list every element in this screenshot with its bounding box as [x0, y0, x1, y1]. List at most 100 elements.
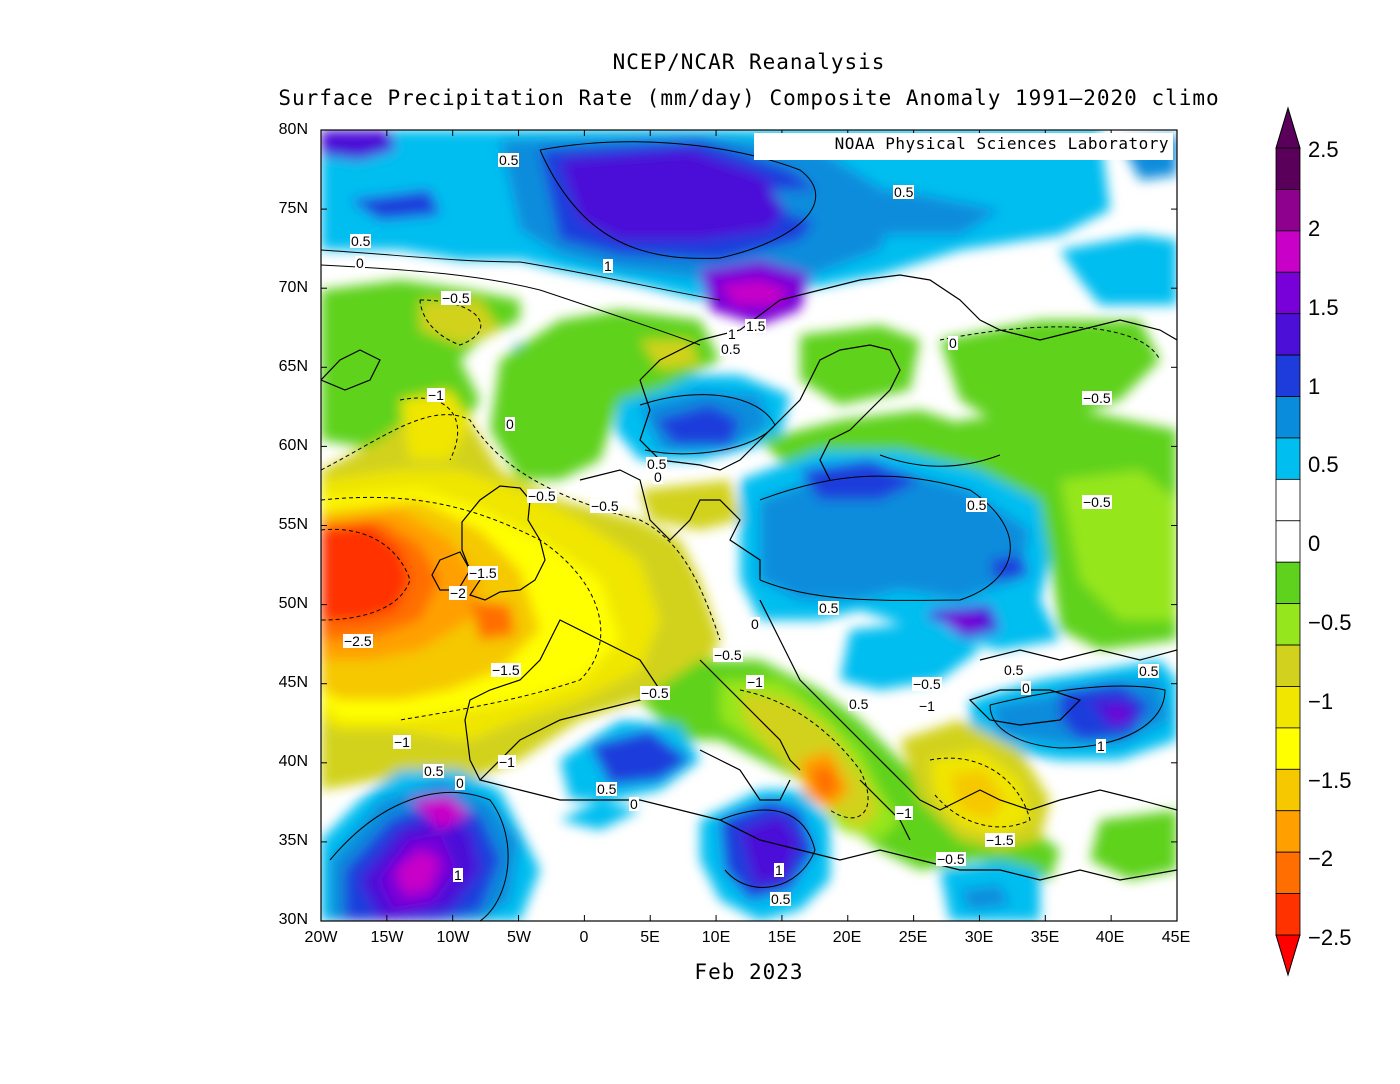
- colorbar-swatch: [1275, 810, 1301, 853]
- colorbar-label: −2.5: [1308, 925, 1352, 950]
- axis-ticks: [320, 129, 1178, 922]
- negative-contours: [321, 299, 1161, 828]
- colorbar-swatch: [1275, 851, 1301, 894]
- contour-label: −0.5: [912, 676, 942, 692]
- colorbar-swatch: [1275, 189, 1301, 232]
- lat-tick-label: 55N: [278, 516, 308, 533]
- colorbar-swatch: [1275, 147, 1301, 190]
- colorbar-label: 0.5: [1308, 452, 1339, 477]
- colorbar-swatch: [1275, 561, 1301, 605]
- colorbar-swatch: [1275, 396, 1301, 439]
- coastlines: [321, 274, 1177, 881]
- contour-label: −1: [746, 674, 764, 690]
- contour-label: 0.5: [498, 152, 520, 168]
- contour-label: −1.5: [491, 662, 521, 678]
- lon-tick-label: 5W: [507, 929, 531, 946]
- contour-label: 0.5: [893, 184, 915, 200]
- lon-tick-label: 15E: [767, 929, 797, 946]
- contour-label: −0.5: [441, 290, 471, 306]
- colorbar-swatch: [1275, 603, 1301, 646]
- colorbar-label: −2: [1308, 846, 1334, 871]
- contour-label: 1.5: [745, 318, 767, 334]
- contour-label: 0: [750, 616, 760, 632]
- lon-tick-label: 40E: [1095, 929, 1125, 946]
- lat-tick-label: 60N: [278, 437, 308, 454]
- contour-label: −0.5: [527, 488, 557, 504]
- colorbar-swatch: [1275, 313, 1301, 356]
- contour-label: −0.5: [936, 851, 966, 867]
- colorbar-swatch: [1275, 686, 1301, 729]
- contour-label: −1: [895, 805, 913, 821]
- colorbar-label: −0.5: [1308, 610, 1352, 635]
- colorbar-label: 1.5: [1308, 295, 1339, 320]
- colorbar-label: −1.5: [1308, 768, 1352, 793]
- colorbar-label: 2: [1308, 216, 1321, 241]
- colorbar-swatch: [1275, 478, 1301, 522]
- colorbar-swatch: [1275, 768, 1301, 812]
- lon-tick-label: 45E: [1161, 929, 1191, 946]
- contour-label: 0.5: [423, 763, 445, 779]
- colorbar-label: 2.5: [1308, 137, 1339, 162]
- lat-tick-label: 50N: [278, 595, 308, 612]
- colorbar-swatch: [1275, 230, 1301, 273]
- contour-label: −0.5: [590, 498, 620, 514]
- contour-label: 0.5: [596, 781, 618, 797]
- lon-tick-label: 15W: [370, 929, 404, 946]
- contour-label: −1.5: [468, 565, 498, 581]
- contour-label: 0.5: [646, 456, 668, 472]
- contour-label: −1.5: [985, 832, 1015, 848]
- lat-tick-label: 80N: [278, 121, 308, 138]
- lat-tick-label: 65N: [278, 358, 308, 375]
- contour-label: 0.5: [770, 891, 792, 907]
- contour-label: 1: [727, 326, 737, 342]
- contour-label: 0: [653, 469, 663, 485]
- contour-label: 0: [455, 775, 465, 791]
- contour-label: −1: [498, 754, 516, 770]
- contour-label: 0.5: [1138, 663, 1160, 679]
- colorbar-label: 0: [1308, 531, 1321, 556]
- contour-label: 0: [505, 416, 515, 432]
- colorbar-swatch: [1275, 520, 1301, 563]
- contour-label: −2: [449, 585, 467, 601]
- colorbar-swatch: [1275, 437, 1301, 480]
- colorbar: [1275, 106, 1301, 977]
- time-caption: Feb 2023: [694, 960, 804, 984]
- lat-tick-label: 35N: [278, 832, 308, 849]
- contour-label: 0.5: [966, 497, 988, 513]
- contour-label: 0: [355, 255, 365, 271]
- lon-tick-label: 10E: [701, 929, 731, 946]
- contour-label: 0.5: [848, 696, 870, 712]
- contour-label: −1: [918, 698, 936, 714]
- contour-label: −1: [427, 387, 445, 403]
- chart-subtitle: Surface Precipitation Rate (mm/day) Comp…: [278, 86, 1220, 110]
- contour-label: −0.5: [1082, 494, 1112, 510]
- credit-label: NOAA Physical Sciences Laboratory: [754, 133, 1173, 160]
- colorbar-swatch: [1275, 644, 1301, 687]
- contour-label: 0.5: [818, 600, 840, 616]
- contour-label: 1: [603, 258, 613, 274]
- colorbar-swatch: [1275, 271, 1301, 315]
- contour-label: −0.5: [1082, 390, 1112, 406]
- contour-label: 0: [948, 335, 958, 351]
- lat-tick-label: 40N: [278, 753, 308, 770]
- contour-label: −0.5: [713, 647, 743, 663]
- lon-tick-label: 20E: [832, 929, 862, 946]
- lon-tick-label: 0: [579, 929, 589, 946]
- lon-tick-label: 25E: [898, 929, 928, 946]
- contour-label: 1: [1096, 738, 1106, 754]
- colorbar-swatch: [1275, 354, 1301, 397]
- lat-tick-label: 75N: [278, 200, 308, 217]
- colorbar-label: 1: [1308, 374, 1321, 399]
- contour-label: −1: [393, 734, 411, 750]
- colorbar-swatch: [1275, 727, 1301, 770]
- contour-label: 1: [774, 862, 784, 878]
- contour-label: 0.5: [350, 233, 372, 249]
- lon-tick-label: 20W: [304, 929, 338, 946]
- lon-tick-label: 35E: [1030, 929, 1060, 946]
- contour-label: 1: [453, 867, 463, 883]
- lat-tick-label: 45N: [278, 674, 308, 691]
- lon-tick-label: 30E: [964, 929, 994, 946]
- lat-tick-label: 30N: [278, 911, 308, 928]
- colorbar-label: −1: [1308, 689, 1334, 714]
